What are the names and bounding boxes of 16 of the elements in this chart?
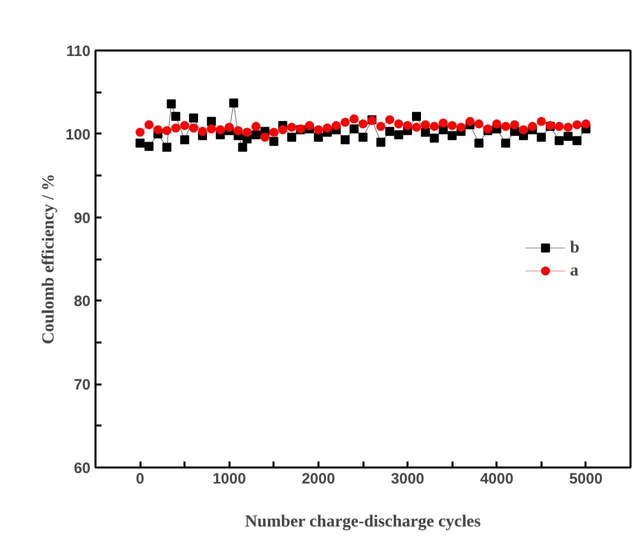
y-tick-label: 70 <box>74 376 91 394</box>
x-tick-label: 0 <box>136 470 144 488</box>
y-tick-label: 110 <box>66 43 91 60</box>
legend-label: b <box>570 237 580 257</box>
y-tick-label: 90 <box>74 210 91 227</box>
legend-label: a <box>570 260 580 280</box>
x-axis-title: Number charge-discharge cycles <box>244 512 482 530</box>
y-tick-label: 60 <box>74 460 91 477</box>
x-tick-label: 4000 <box>480 470 514 488</box>
y-axis-title: Coulomb efficiency / % <box>38 174 58 344</box>
x-tick-label: 1000 <box>212 470 246 488</box>
y-tick-label: 80 <box>74 293 91 310</box>
y-tick-label: 100 <box>65 126 91 144</box>
x-tick-label: 2000 <box>302 470 336 488</box>
x-tick-label: 3000 <box>390 470 424 488</box>
x-tick-label: 5000 <box>569 470 603 488</box>
